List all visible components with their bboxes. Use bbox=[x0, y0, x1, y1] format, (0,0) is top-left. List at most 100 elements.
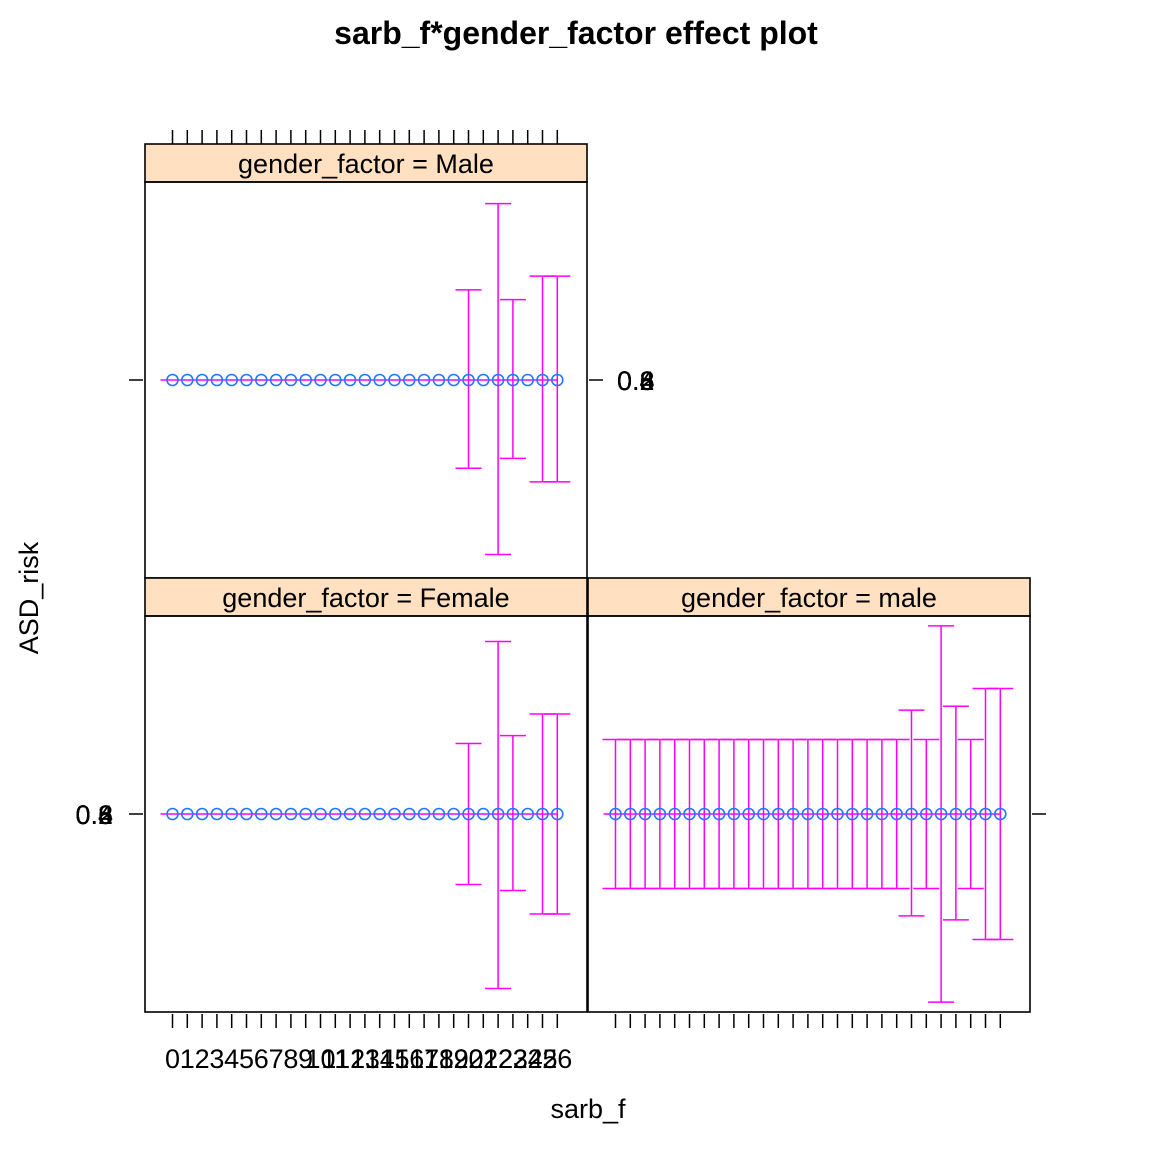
data-point-1-6 bbox=[254, 807, 268, 821]
x-tick-label-4: 4 bbox=[224, 1044, 239, 1074]
x-tick-label-0: 0 bbox=[165, 1044, 180, 1074]
panel-strip-label-2: gender_factor = male bbox=[681, 583, 937, 613]
x-tick-label-21: 21 bbox=[468, 1044, 498, 1074]
data-point-2-20 bbox=[905, 807, 918, 821]
data-point-2-6 bbox=[697, 807, 711, 821]
data-point-1-8 bbox=[284, 807, 298, 821]
data-point-0-2 bbox=[195, 373, 209, 387]
data-point-1-22 bbox=[491, 807, 505, 821]
y-tick-label-right-2: 0.6 bbox=[617, 366, 655, 396]
y-tick-label-right-0: 0.2 bbox=[617, 366, 655, 396]
data-point-2-22 bbox=[934, 807, 948, 821]
y-axis-title: ASD_risk bbox=[14, 541, 44, 654]
data-point-2-11 bbox=[771, 807, 785, 821]
data-point-0-0 bbox=[166, 373, 179, 387]
data-point-0-23 bbox=[506, 373, 520, 387]
data-point-1-19 bbox=[447, 807, 461, 821]
data-point-2-8 bbox=[727, 807, 741, 821]
panel-strip-label-0: gender_factor = Male bbox=[238, 149, 494, 179]
data-point-1-20 bbox=[462, 807, 475, 821]
data-point-2-19 bbox=[890, 807, 904, 821]
data-point-1-18 bbox=[432, 807, 446, 821]
y-tick-label-left-1: 0.4 bbox=[75, 800, 113, 830]
x-tick-label-7: 7 bbox=[269, 1044, 284, 1074]
data-point-0-5 bbox=[240, 373, 253, 387]
data-point-2-14 bbox=[816, 807, 830, 821]
data-point-2-10 bbox=[757, 807, 770, 821]
data-point-1-16 bbox=[402, 807, 416, 821]
data-point-0-16 bbox=[402, 373, 416, 387]
x-tick-label-6: 6 bbox=[254, 1044, 269, 1074]
data-point-1-5 bbox=[240, 807, 253, 821]
y-tick-label-left-3: 0.8 bbox=[75, 800, 113, 830]
x-tick-label-17: 17 bbox=[409, 1044, 439, 1074]
data-point-0-21 bbox=[476, 373, 490, 387]
x-tick-label-24: 24 bbox=[513, 1044, 543, 1074]
data-point-1-1 bbox=[181, 807, 194, 821]
x-tick-label-8: 8 bbox=[283, 1044, 298, 1074]
data-point-1-23 bbox=[506, 807, 520, 821]
data-point-1-7 bbox=[269, 807, 283, 821]
data-point-1-2 bbox=[195, 807, 209, 821]
x-tick-label-18: 18 bbox=[424, 1044, 454, 1074]
data-point-2-1 bbox=[623, 807, 637, 821]
data-point-0-3 bbox=[210, 373, 224, 387]
data-point-1-12 bbox=[343, 807, 357, 821]
x-tick-label-16: 16 bbox=[394, 1044, 424, 1074]
x-tick-label-3: 3 bbox=[209, 1044, 224, 1074]
data-point-2-13 bbox=[801, 807, 815, 821]
y-tick-label-right-3: 0.8 bbox=[617, 366, 655, 396]
data-point-2-25 bbox=[979, 807, 992, 821]
x-tick-label-10: 10 bbox=[305, 1044, 335, 1074]
data-point-1-9 bbox=[299, 807, 313, 821]
data-point-2-17 bbox=[860, 807, 874, 821]
x-tick-label-26: 26 bbox=[542, 1044, 572, 1074]
data-point-0-24 bbox=[521, 373, 535, 387]
x-tick-label-14: 14 bbox=[365, 1044, 395, 1074]
data-point-0-14 bbox=[373, 373, 387, 387]
data-point-2-26 bbox=[993, 807, 1007, 821]
x-tick-label-12: 12 bbox=[335, 1044, 365, 1074]
data-point-2-18 bbox=[875, 807, 889, 821]
data-point-1-21 bbox=[476, 807, 490, 821]
data-point-1-17 bbox=[417, 807, 431, 821]
data-point-0-26 bbox=[550, 373, 564, 387]
panel-box-1 bbox=[144, 615, 588, 1013]
data-point-1-13 bbox=[358, 807, 372, 821]
data-point-1-3 bbox=[210, 807, 224, 821]
data-point-0-22 bbox=[491, 373, 505, 387]
data-point-0-11 bbox=[328, 373, 342, 387]
x-tick-label-19: 19 bbox=[439, 1044, 469, 1074]
y-tick-label-right-1: 0.4 bbox=[617, 366, 655, 396]
x-tick-label-11: 11 bbox=[321, 1044, 349, 1074]
panel-strip-label-1: gender_factor = Female bbox=[222, 583, 509, 613]
x-tick-label-25: 25 bbox=[527, 1044, 557, 1074]
y-tick-label-left-2: 0.6 bbox=[75, 800, 113, 830]
data-point-2-2 bbox=[638, 807, 652, 821]
x-tick-label-5: 5 bbox=[239, 1044, 254, 1074]
data-point-1-15 bbox=[388, 807, 401, 821]
data-point-0-8 bbox=[284, 373, 298, 387]
data-point-0-19 bbox=[447, 373, 461, 387]
data-point-1-10 bbox=[314, 807, 327, 821]
panel-strip-0 bbox=[144, 143, 588, 183]
data-point-0-15 bbox=[388, 373, 401, 387]
panel-box-2 bbox=[587, 615, 1031, 1013]
data-point-0-17 bbox=[417, 373, 431, 387]
data-point-2-7 bbox=[712, 807, 726, 821]
data-point-1-11 bbox=[328, 807, 342, 821]
data-point-0-4 bbox=[225, 373, 238, 387]
data-point-2-12 bbox=[786, 807, 800, 821]
data-point-0-13 bbox=[358, 373, 372, 387]
data-point-2-16 bbox=[845, 807, 859, 821]
data-point-0-6 bbox=[254, 373, 268, 387]
data-point-0-1 bbox=[181, 373, 194, 387]
data-point-2-15 bbox=[831, 807, 844, 821]
data-point-2-9 bbox=[742, 807, 756, 821]
data-point-2-0 bbox=[609, 807, 622, 821]
data-point-1-24 bbox=[521, 807, 535, 821]
data-point-2-24 bbox=[964, 807, 978, 821]
x-tick-label-1: 1 bbox=[180, 1044, 195, 1074]
panel-strip-1 bbox=[144, 577, 588, 617]
